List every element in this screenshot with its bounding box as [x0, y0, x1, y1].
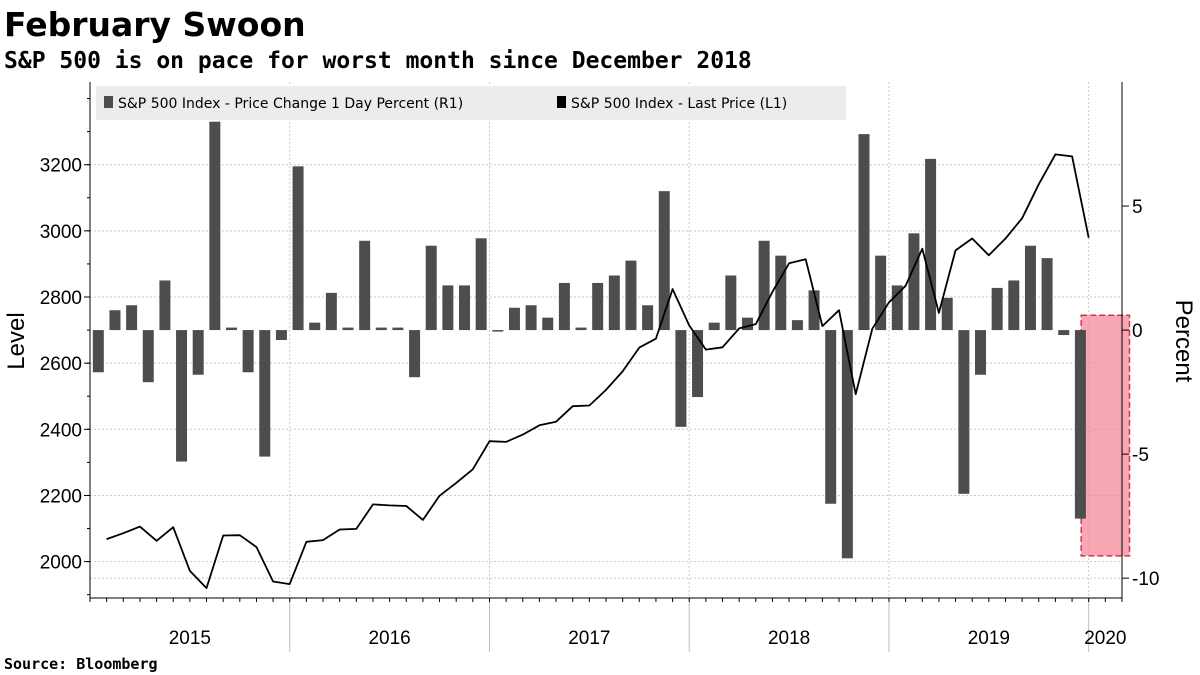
legend-background: [96, 86, 846, 120]
bar: [575, 327, 587, 331]
bar: [725, 275, 737, 331]
bar: [891, 285, 903, 331]
bar: [525, 305, 537, 331]
bar: [941, 297, 953, 331]
right-tick-label: 0: [1132, 321, 1143, 342]
bar: [991, 287, 1003, 331]
left-tick-label: 2200: [40, 486, 82, 507]
bar: [1074, 330, 1086, 519]
year-label: 2018: [768, 628, 810, 649]
bar: [109, 310, 121, 331]
bar: [1058, 330, 1070, 336]
bar: [409, 330, 421, 378]
bar: [309, 322, 321, 331]
chart-subtitle: S&P 500 is on pace for worst month since…: [4, 48, 752, 74]
legend-label-line: S&P 500 Index - Last Price (L1): [571, 96, 787, 112]
bar: [692, 330, 704, 398]
bar: [325, 292, 337, 331]
bar: [658, 191, 670, 331]
bar: [292, 166, 304, 331]
bar: [825, 330, 837, 504]
right-tick-label: -5: [1132, 445, 1149, 466]
bar: [209, 121, 221, 331]
bar: [92, 330, 104, 373]
source-note: Source: Bloomberg: [4, 655, 158, 673]
right-tick-label: 5: [1132, 197, 1143, 218]
bar: [791, 320, 803, 331]
right-tick-label: -10: [1132, 569, 1159, 590]
bar: [558, 282, 570, 331]
left-tick-label: 3200: [40, 156, 82, 177]
bar: [442, 285, 454, 331]
bar: [608, 275, 620, 331]
bar: [259, 330, 271, 457]
bar: [192, 330, 204, 375]
bar: [425, 245, 437, 331]
bar: [542, 317, 554, 331]
bar: [975, 330, 987, 375]
bar: [375, 327, 387, 331]
year-label: 2017: [568, 628, 610, 649]
legend-swatch-line: [557, 96, 566, 108]
bar: [176, 330, 188, 462]
bar: [958, 330, 970, 494]
left-tick-label: 2800: [40, 288, 82, 309]
left-tick-label: 2400: [40, 420, 82, 441]
bar: [592, 282, 604, 331]
legend: S&P 500 Index - Price Change 1 Day Perce…: [96, 86, 846, 120]
bar: [758, 240, 770, 331]
bar: [675, 330, 687, 427]
bar: [159, 280, 171, 331]
price-line: [106, 153, 1090, 589]
year-label: 2020: [1084, 628, 1126, 649]
left-axis-label: Level: [3, 312, 30, 369]
bar: [642, 305, 654, 331]
right-axis-label: Percent: [1170, 300, 1197, 383]
left-tick-label: 3000: [40, 222, 82, 243]
bar: [875, 255, 887, 331]
year-label: 2019: [968, 628, 1010, 649]
highlight-region: [1080, 314, 1131, 557]
year-label: 2015: [169, 628, 211, 649]
bar: [625, 260, 637, 331]
line-series: [106, 153, 1090, 589]
bar: [708, 322, 720, 331]
year-label: 2016: [368, 628, 410, 649]
bar: [459, 285, 471, 331]
left-tick-label: 2600: [40, 354, 82, 375]
bar: [126, 305, 138, 331]
bar: [475, 238, 487, 331]
bar: [1024, 245, 1036, 331]
legend-label-bar: S&P 500 Index - Price Change 1 Day Perce…: [118, 96, 463, 112]
bar: [925, 158, 937, 331]
bar: [1008, 280, 1020, 331]
legend-swatch-bar: [104, 96, 113, 108]
bar: [858, 134, 870, 331]
bar: [775, 255, 787, 331]
bar: [741, 317, 753, 331]
bar: [225, 327, 237, 331]
bar: [1041, 258, 1053, 331]
left-tick-label: 2000: [40, 553, 82, 574]
highlight-box: [1080, 314, 1131, 557]
bar: [841, 330, 853, 559]
bar: [808, 290, 820, 331]
bar: [342, 327, 354, 331]
axes: 2000 2200 2400 2600 2800 3000 3200 -10 -5 0 5 2015 2…: [40, 82, 1159, 652]
bar: [508, 307, 520, 331]
bar: [359, 240, 371, 331]
bar: [908, 233, 920, 331]
bar: [142, 330, 154, 383]
bar: [242, 330, 254, 373]
bar-series: [92, 121, 1086, 559]
bar: [392, 327, 404, 331]
chart-title: February Swoon: [4, 5, 306, 44]
bar: [275, 330, 287, 340]
bar: [492, 330, 504, 332]
